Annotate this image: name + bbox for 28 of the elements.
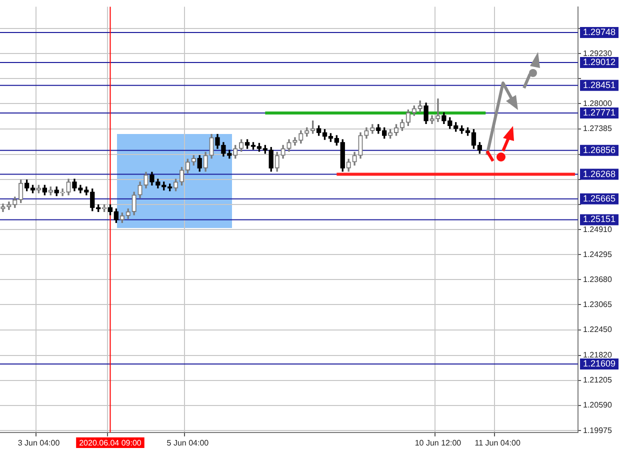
y-tick-label: 1.23065	[583, 300, 612, 309]
ref-line-label: 1.29012	[583, 57, 616, 67]
candlestick	[436, 98, 440, 122]
x-tick-label: 2020.06.04 09:00	[79, 438, 142, 448]
candlestick	[60, 188, 65, 196]
ref-line-label: 1.26268	[583, 168, 616, 179]
x-tick-label: 11 Jun 04:00	[474, 438, 521, 448]
y-tick-label: 1.28000	[583, 98, 612, 108]
ref-line-label: 1.21609	[583, 358, 616, 369]
ref-line-label: 1.29748	[583, 27, 616, 38]
y-tick-label: 1.24295	[583, 250, 612, 259]
y-tick-label: 1.23680	[583, 274, 612, 284]
y-tick-label: 1.21205	[583, 376, 612, 385]
ref-line-label: 1.26856	[583, 144, 616, 155]
x-tick-label: 5 Jun 04:00	[166, 438, 210, 448]
y-tick-label: 1.29230	[583, 48, 612, 58]
y-tick-label: 1.21820	[583, 350, 612, 360]
ref-line-label: 1.25151	[583, 214, 616, 224]
ref-line-label: 1.25665	[583, 193, 616, 204]
y-tick-label: 1.19975	[583, 426, 612, 435]
ref-line-label: 1.27771	[583, 108, 616, 118]
y-tick-label: 1.24910	[583, 224, 612, 234]
x-tick-label: 3 Jun 04:00	[18, 438, 60, 448]
y-tick-label: 1.22450	[583, 324, 612, 334]
y-tick-label: 1.27385	[583, 124, 612, 133]
x-tick-label: 10 Jun 12:00	[414, 438, 462, 448]
y-tick-label: 1.20590	[583, 400, 612, 410]
ref-line-label: 1.28451	[583, 80, 616, 90]
